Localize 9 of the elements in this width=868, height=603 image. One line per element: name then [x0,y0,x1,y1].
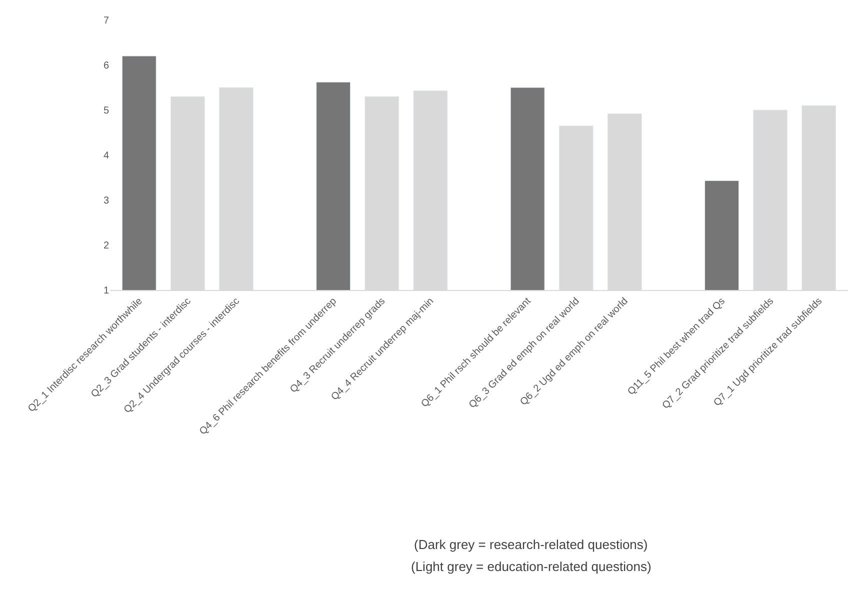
y-tick-label: 1 [103,286,110,296]
y-tick-label: 7 [103,16,110,26]
y-tick-label: 4 [103,150,110,162]
text: (Dark grey = research-related questions) [414,537,648,552]
text: (Light grey = education-related questions) [411,559,652,574]
y-tick-label: 6 [103,60,110,72]
y-tick-label: 2 [103,240,110,252]
y-tick-label: 3 [103,196,110,206]
y-tick-label: 5 [103,106,110,116]
